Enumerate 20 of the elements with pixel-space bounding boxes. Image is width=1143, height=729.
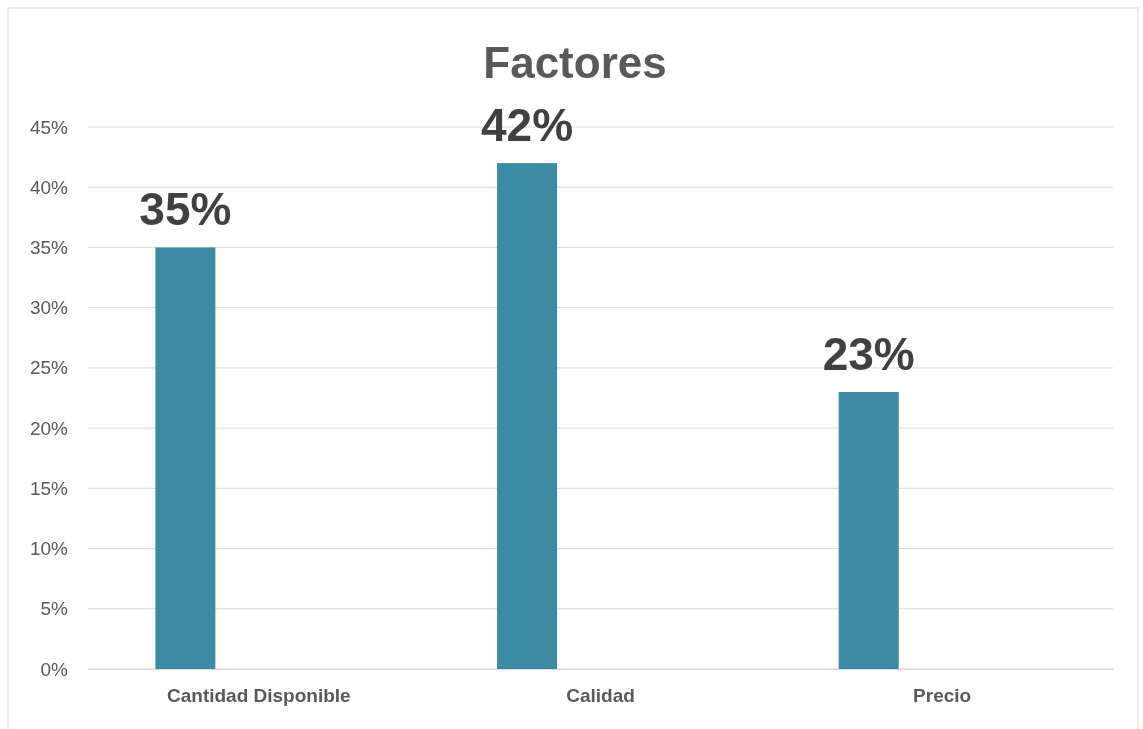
y-tick-label: 35% — [29, 237, 69, 259]
x-tick-label: Precio — [913, 685, 972, 707]
y-tick-label: 45% — [29, 116, 69, 138]
data-label: 23% — [822, 327, 915, 380]
bar — [497, 163, 558, 669]
y-tick-label: 25% — [29, 357, 69, 379]
y-tick-label: 5% — [40, 598, 69, 620]
x-tick-label: Calidad — [566, 685, 635, 707]
data-label: 42% — [481, 99, 574, 152]
x-tick-label: Cantidad Disponible — [166, 685, 351, 707]
bar — [838, 391, 899, 669]
y-tick-label: 30% — [29, 297, 69, 319]
y-tick-label: 40% — [29, 176, 69, 198]
y-tick-label: 20% — [29, 417, 69, 439]
data-label: 35% — [139, 183, 232, 236]
bar — [155, 247, 216, 669]
y-tick-label: 15% — [29, 477, 69, 499]
chart-title: Factores — [483, 38, 667, 87]
y-tick-label: 0% — [40, 658, 69, 680]
y-tick-label: 10% — [29, 538, 69, 560]
